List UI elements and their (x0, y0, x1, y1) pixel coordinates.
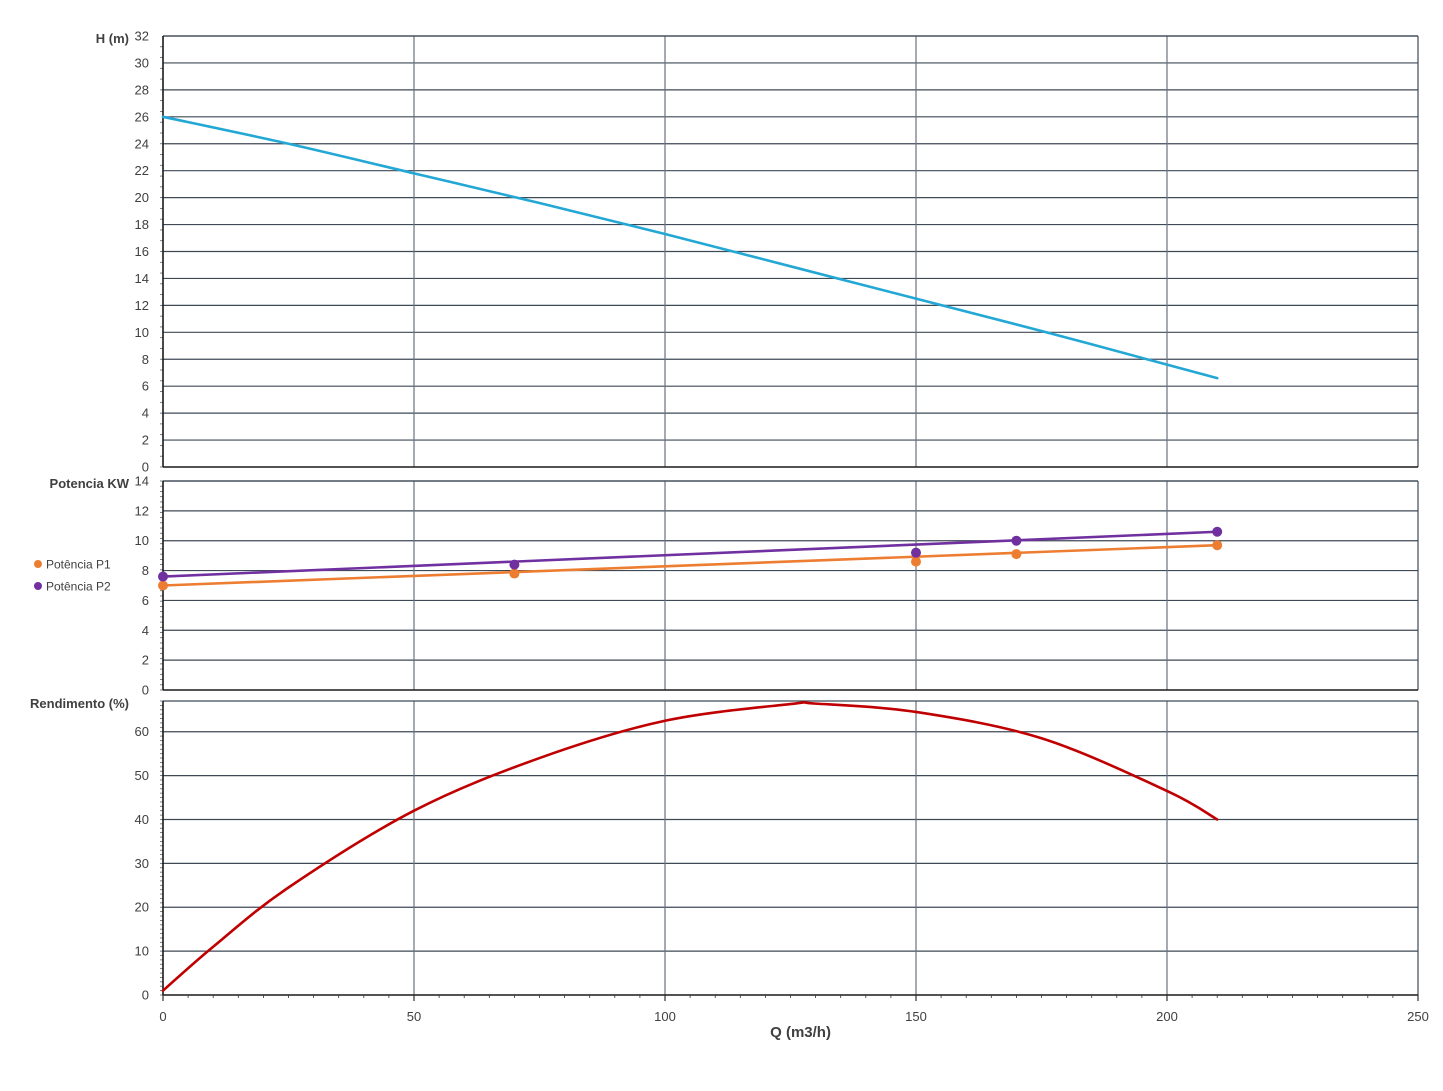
y-tick-label: 10 (135, 944, 149, 959)
y-tick-label: 4 (142, 406, 149, 421)
x-axis-title: Q (m3/h) (770, 1024, 831, 1041)
y-axis-title: Rendimento (%) (30, 696, 129, 711)
y-tick-label: 2 (142, 653, 149, 668)
data-point (509, 559, 520, 570)
data-point (509, 568, 520, 579)
y-tick-label: 12 (135, 503, 149, 518)
efficiency-curve (161, 700, 1219, 992)
data-point (158, 580, 168, 591)
y-tick-label: 8 (142, 352, 149, 367)
y-axis-title: Potencia KW (50, 476, 130, 491)
y-tick-label: 60 (135, 724, 149, 739)
x-tick-label: 50 (407, 1009, 421, 1024)
legend-entry: Potência P1 (46, 558, 111, 572)
y-tick-label: 10 (135, 325, 149, 340)
legend-marker (34, 582, 42, 590)
x-tick-label: 250 (1407, 1009, 1429, 1024)
power-panel: 0 2 4 6 8 10 12 14 Potencia KW Potência P1 Potênci… (34, 474, 1419, 698)
y-tick-label: 12 (135, 298, 149, 313)
y-axis-title: H (m) (96, 31, 129, 46)
y-tick-label: 4 (142, 623, 149, 638)
y-tick-label: 2 (142, 433, 149, 448)
y-tick-label: 0 (142, 460, 149, 475)
y-tick-label: 20 (135, 900, 149, 915)
y-tick-label: 40 (135, 812, 149, 827)
y-tick-label: 28 (135, 82, 149, 97)
y-tick-label: 16 (135, 244, 149, 259)
y-tick-label: 0 (142, 683, 149, 698)
y-tick-label: 50 (135, 768, 149, 783)
y-tick-label: 30 (135, 856, 149, 871)
y-tick-label: 14 (135, 271, 149, 286)
series-trendline (162, 530, 1218, 578)
legend-marker (34, 560, 42, 568)
y-tick-label: 32 (135, 29, 149, 44)
x-tick-label: 100 (654, 1009, 676, 1024)
y-tick-label: 6 (142, 379, 149, 394)
y-tick-label: 14 (135, 474, 149, 489)
y-tick-label: 24 (135, 136, 149, 151)
y-tick-label: 10 (135, 533, 149, 548)
efficiency-panel: 0 10 20 30 40 50 60 Rendimento (%) 0 50 100 150 200 2… (30, 696, 1429, 1041)
y-tick-label: 26 (135, 109, 149, 124)
data-point (158, 571, 168, 582)
data-point (911, 556, 921, 567)
y-tick-label: 22 (135, 163, 149, 178)
x-tick-label: 200 (1156, 1009, 1178, 1024)
x-tick-label: 0 (159, 1009, 166, 1024)
y-tick-label: 8 (142, 563, 149, 578)
data-point (911, 547, 921, 558)
head-curve (161, 115, 1219, 380)
data-point (1212, 540, 1223, 551)
data-point (1011, 549, 1022, 560)
y-tick-label: 20 (135, 190, 149, 205)
y-tick-label: 6 (142, 593, 149, 608)
y-tick-label: 30 (135, 55, 149, 70)
data-point (1212, 526, 1223, 537)
series-trendline (162, 543, 1218, 587)
y-tick-label: 18 (135, 217, 149, 232)
y-tick-label: 0 (142, 988, 149, 1003)
x-tick-label: 150 (905, 1009, 927, 1024)
legend-entry: Potência P2 (46, 580, 111, 594)
data-point (1011, 535, 1022, 546)
